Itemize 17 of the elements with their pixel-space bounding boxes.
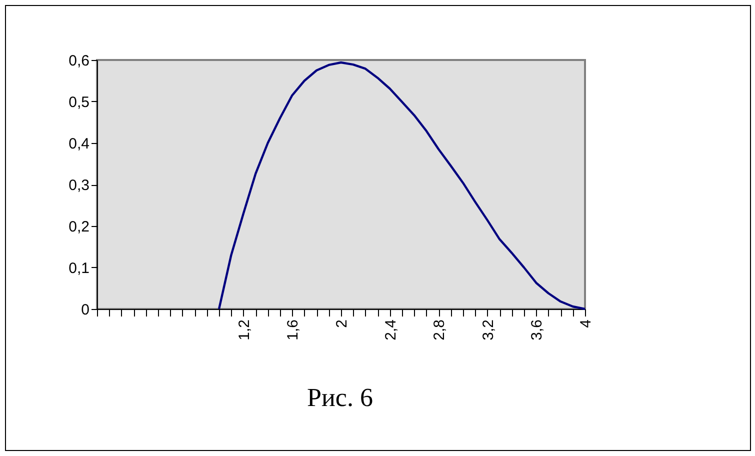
y-tick-label: 0,4 [68, 136, 90, 152]
y-tick-label: 0,5 [68, 94, 90, 111]
x-tick-label: 2,4 [382, 320, 400, 340]
x-tick-label: 3,2 [480, 320, 497, 340]
y-tick-label: 0,2 [68, 218, 90, 236]
x-tick-label: 2,8 [431, 320, 448, 340]
y-tick-label: 0,1 [68, 260, 90, 277]
y-tick-label: 0,6 [68, 52, 90, 70]
x-tick-label: 4 [578, 320, 594, 328]
text: Рис. 6 [306, 383, 374, 413]
x-tick-label: 1,6 [284, 320, 302, 340]
y-tick-label: 0,3 [68, 177, 90, 194]
line-series [218, 61, 586, 310]
x-tick-label: 2 [334, 320, 350, 328]
y-tick-label: 0 [81, 302, 90, 318]
x-tick-label: 1,2 [236, 320, 253, 340]
x-tick-label: 3,6 [528, 320, 546, 340]
